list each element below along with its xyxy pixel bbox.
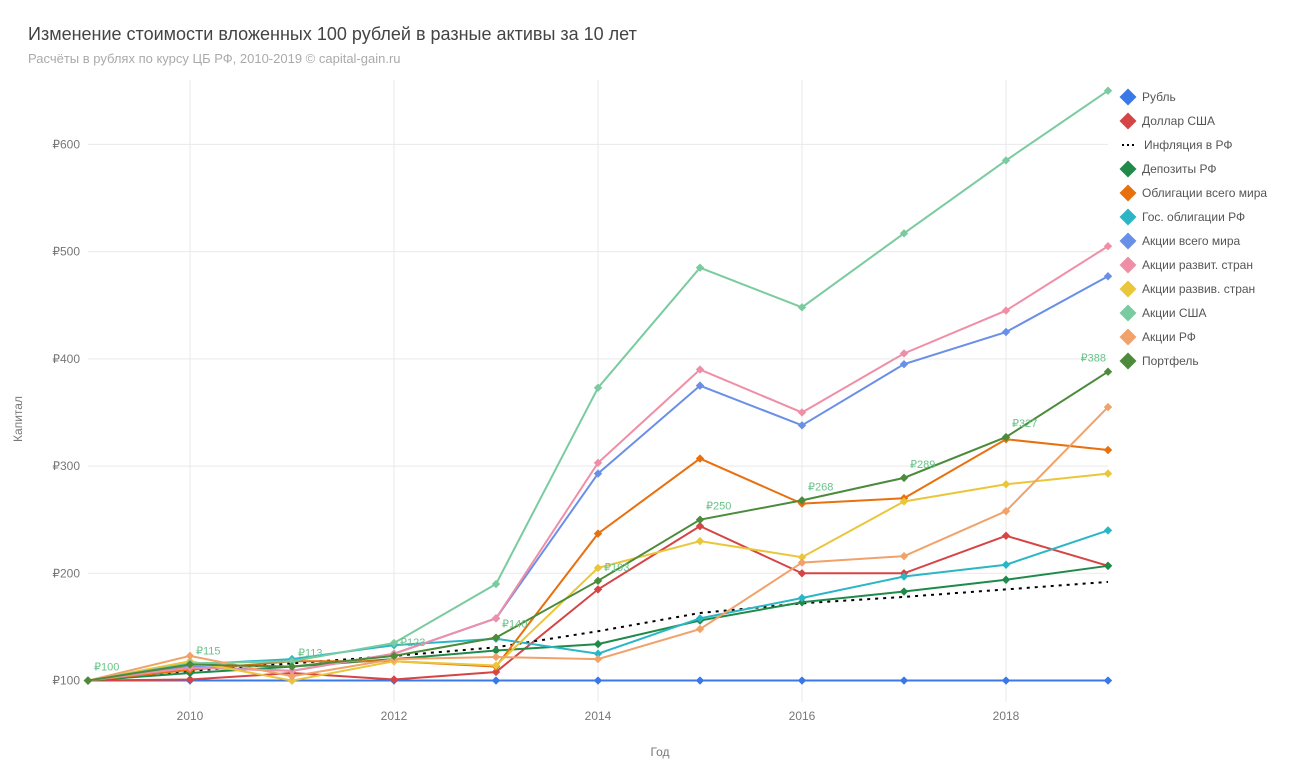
chart-area: Капитал ₽100₽200₽300₽400₽500₽60020102012… [28, 80, 1292, 757]
y-tick-label: ₽600 [52, 137, 80, 151]
legend-marker [1120, 113, 1137, 130]
series-marker [697, 677, 704, 684]
y-tick-label: ₽300 [52, 459, 80, 473]
legend-item-portfolio[interactable]: Портфель [1122, 354, 1292, 368]
series-marker [1003, 576, 1010, 583]
legend-item-em_stocks[interactable]: Акции развив. стран [1122, 282, 1292, 296]
legend-label: Портфель [1142, 354, 1199, 368]
data-label: ₽140 [502, 619, 527, 631]
legend-label: Инфляция в РФ [1144, 138, 1232, 152]
legend-marker [1120, 353, 1137, 370]
series-marker [697, 538, 704, 545]
legend-marker [1120, 161, 1137, 178]
series-marker [1105, 562, 1112, 569]
data-label: ₽388 [1081, 353, 1106, 365]
legend-label: Акции США [1142, 306, 1207, 320]
legend-label: Рубль [1142, 90, 1176, 104]
x-tick-label: 2016 [789, 709, 816, 723]
legend-label: Акции развив. стран [1142, 282, 1255, 296]
series-marker [1003, 677, 1010, 684]
legend-item-world_bonds[interactable]: Облигации всего мира [1122, 186, 1292, 200]
legend-marker [1120, 233, 1137, 250]
data-label: ₽327 [1012, 418, 1037, 430]
data-label: ₽113 [298, 648, 323, 660]
series-marker [85, 677, 92, 684]
legend-label: Доллар США [1142, 114, 1215, 128]
data-label: ₽289 [910, 459, 935, 471]
data-label: ₽123 [400, 637, 425, 649]
legend-label: Облигации всего мира [1142, 186, 1267, 200]
legend-marker [1120, 329, 1137, 346]
legend-label: Акции всего мира [1142, 234, 1240, 248]
legend-item-dev_stocks[interactable]: Акции развит. стран [1122, 258, 1292, 272]
series-marker [1003, 481, 1010, 488]
x-tick-label: 2010 [177, 709, 204, 723]
data-label: ₽193 [604, 562, 629, 574]
series-marker [1003, 561, 1010, 568]
legend-item-ruble[interactable]: Рубль [1122, 90, 1292, 104]
legend: Рубль Доллар США Инфляция в РФ Депозиты РФ О… [1122, 90, 1292, 378]
data-label: ₽250 [706, 501, 731, 513]
series-marker [595, 656, 602, 663]
data-label: ₽115 [196, 645, 221, 657]
legend-item-ru_stocks[interactable]: Акции РФ [1122, 330, 1292, 344]
chart-plot: ₽100₽200₽300₽400₽500₽6002010201220142016… [88, 80, 1108, 702]
series-marker [493, 677, 500, 684]
legend-item-world_stocks[interactable]: Акции всего мира [1122, 234, 1292, 248]
legend-marker [1120, 209, 1137, 226]
series-marker [901, 474, 908, 481]
y-tick-label: ₽500 [52, 245, 80, 259]
chart-subtitle: Расчёты в рублях по курсу ЦБ РФ, 2010-20… [28, 51, 1292, 66]
y-tick-label: ₽100 [52, 674, 80, 688]
legend-marker [1120, 89, 1137, 106]
series-marker [799, 677, 806, 684]
chart-title: Изменение стоимости вложенных 100 рублей… [28, 24, 1292, 45]
series-marker [1105, 446, 1112, 453]
series-marker [1105, 470, 1112, 477]
series-marker [901, 677, 908, 684]
series-marker [1105, 677, 1112, 684]
y-axis-label: Капитал [11, 396, 25, 442]
data-label: ₽100 [94, 662, 119, 674]
legend-marker [1120, 257, 1137, 274]
legend-item-ru_gov_bonds[interactable]: Гос. облигации РФ [1122, 210, 1292, 224]
legend-item-deposits[interactable]: Депозиты РФ [1122, 162, 1292, 176]
series-marker [901, 553, 908, 560]
legend-label: Гос. облигации РФ [1142, 210, 1245, 224]
x-tick-label: 2014 [585, 709, 612, 723]
series-marker [595, 677, 602, 684]
x-tick-label: 2018 [993, 709, 1020, 723]
legend-marker [1120, 281, 1137, 298]
series-marker [901, 588, 908, 595]
series-marker [799, 594, 806, 601]
series-marker [1105, 527, 1112, 534]
series-marker [1003, 532, 1010, 539]
x-tick-label: 2012 [381, 709, 408, 723]
legend-marker [1120, 185, 1137, 202]
data-label: ₽268 [808, 481, 833, 493]
legend-marker [1122, 144, 1136, 146]
legend-item-infl[interactable]: Инфляция в РФ [1122, 138, 1292, 152]
legend-item-us_stocks[interactable]: Акции США [1122, 306, 1292, 320]
series-marker [187, 652, 194, 659]
legend-marker [1120, 305, 1137, 322]
legend-label: Акции РФ [1142, 330, 1196, 344]
series-marker [595, 641, 602, 648]
x-axis-label: Год [650, 745, 669, 759]
y-tick-label: ₽400 [52, 352, 80, 366]
legend-item-usd[interactable]: Доллар США [1122, 114, 1292, 128]
series-marker [799, 570, 806, 577]
legend-label: Акции развит. стран [1142, 258, 1253, 272]
series-marker [493, 653, 500, 660]
y-tick-label: ₽200 [52, 566, 80, 580]
legend-label: Депозиты РФ [1142, 162, 1217, 176]
